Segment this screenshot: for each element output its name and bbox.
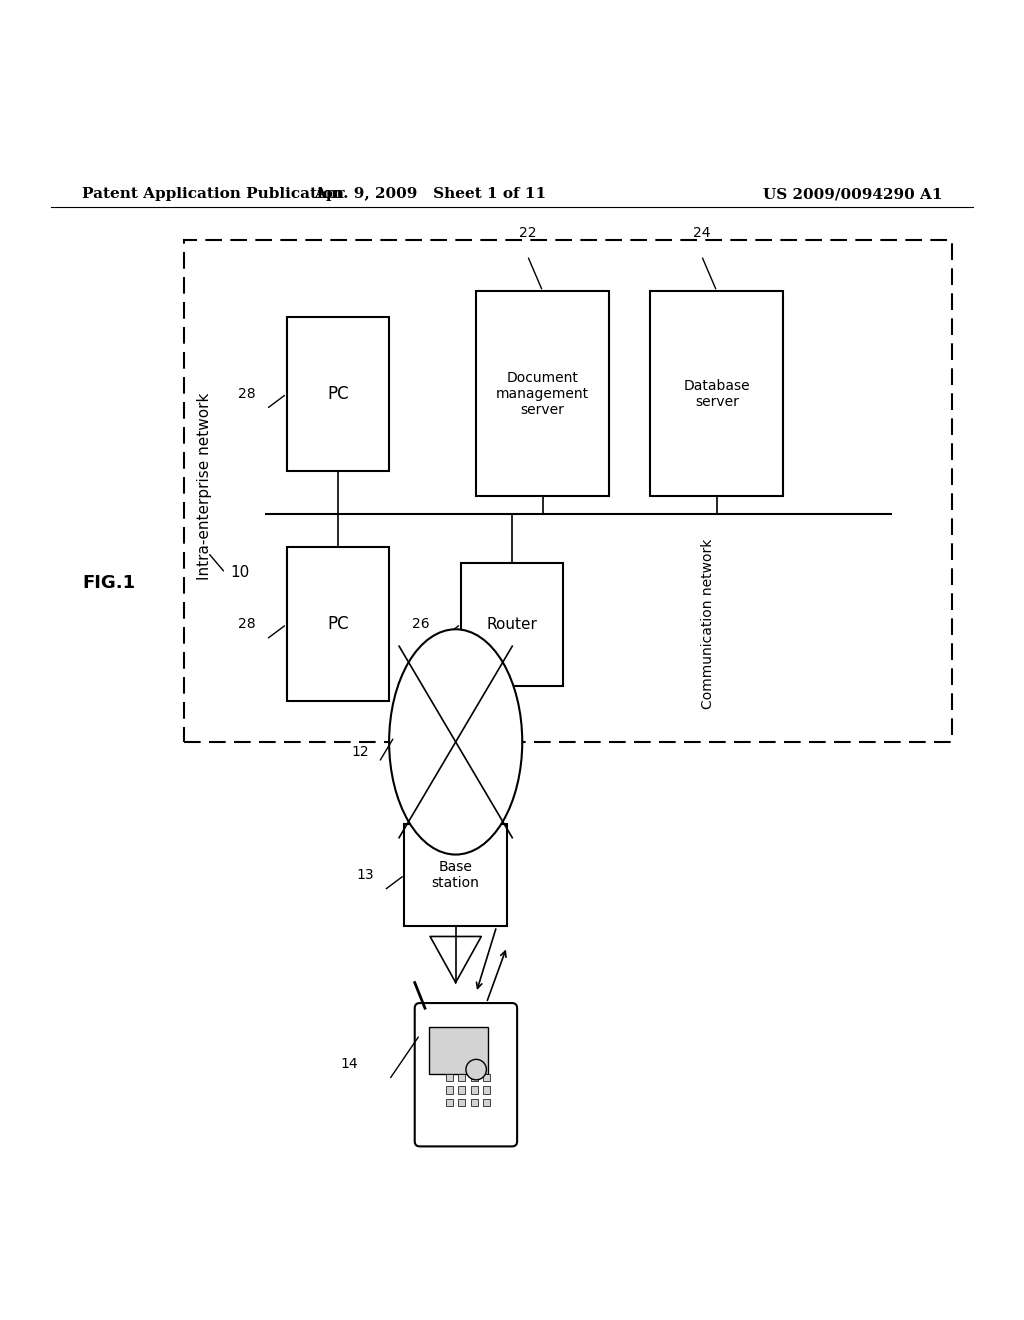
Bar bbox=[483, 1074, 490, 1081]
Bar bbox=[471, 1074, 477, 1081]
Bar bbox=[446, 1074, 453, 1081]
Text: 12: 12 bbox=[351, 746, 369, 759]
Text: Intra-enterprise network: Intra-enterprise network bbox=[198, 392, 212, 579]
Text: PC: PC bbox=[327, 615, 349, 634]
Circle shape bbox=[466, 1060, 486, 1080]
Text: 28: 28 bbox=[239, 387, 256, 401]
FancyBboxPatch shape bbox=[404, 824, 507, 927]
Bar bbox=[459, 1086, 465, 1094]
Text: Communication network: Communication network bbox=[701, 539, 716, 709]
Bar bbox=[483, 1086, 490, 1094]
Text: 14: 14 bbox=[341, 1057, 358, 1072]
Text: 22: 22 bbox=[518, 226, 537, 240]
FancyBboxPatch shape bbox=[650, 292, 783, 496]
FancyBboxPatch shape bbox=[415, 1003, 517, 1146]
FancyBboxPatch shape bbox=[287, 317, 389, 470]
Text: FIG.1: FIG.1 bbox=[82, 574, 135, 593]
Bar bbox=[459, 1098, 465, 1106]
Text: 26: 26 bbox=[413, 618, 430, 631]
Bar bbox=[446, 1086, 453, 1094]
Text: US 2009/0094290 A1: US 2009/0094290 A1 bbox=[763, 187, 942, 201]
Bar bbox=[446, 1098, 453, 1106]
Text: Base
station: Base station bbox=[432, 859, 479, 890]
Text: Router: Router bbox=[486, 616, 538, 632]
FancyBboxPatch shape bbox=[476, 292, 609, 496]
Text: 24: 24 bbox=[692, 226, 711, 240]
Text: Apr. 9, 2009   Sheet 1 of 11: Apr. 9, 2009 Sheet 1 of 11 bbox=[314, 187, 546, 201]
FancyBboxPatch shape bbox=[461, 562, 563, 685]
Ellipse shape bbox=[389, 630, 522, 854]
Bar bbox=[471, 1086, 477, 1094]
Text: 13: 13 bbox=[356, 869, 374, 882]
Bar bbox=[459, 1074, 465, 1081]
FancyBboxPatch shape bbox=[429, 1027, 488, 1074]
Text: PC: PC bbox=[327, 384, 349, 403]
Text: Document
management
server: Document management server bbox=[497, 371, 589, 417]
Bar bbox=[471, 1098, 477, 1106]
Text: Patent Application Publication: Patent Application Publication bbox=[82, 187, 344, 201]
FancyBboxPatch shape bbox=[287, 548, 389, 701]
Text: 10: 10 bbox=[230, 565, 250, 581]
Text: Database
server: Database server bbox=[683, 379, 751, 409]
Bar bbox=[483, 1098, 490, 1106]
Text: 28: 28 bbox=[239, 618, 256, 631]
